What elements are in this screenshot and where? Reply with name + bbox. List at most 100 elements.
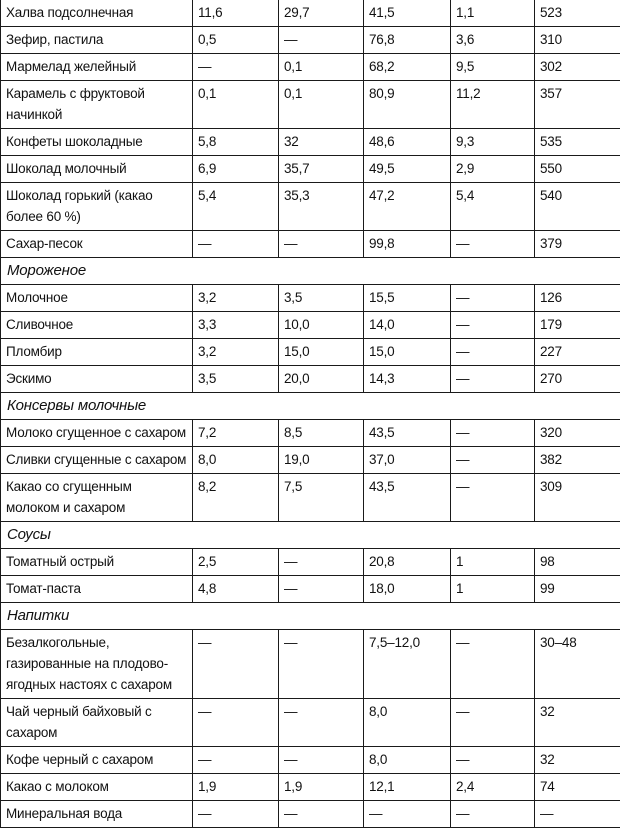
energy-value: 32 xyxy=(535,747,620,774)
energy-value: 310 xyxy=(535,27,620,54)
energy-value: 179 xyxy=(535,312,620,339)
section-row: Мороженое xyxy=(1,258,620,285)
product-name: Какао со сгущенным молоком и сахаром xyxy=(1,474,193,522)
product-name: Халва подсолнечная xyxy=(1,0,193,27)
fat-value: 3,5 xyxy=(279,285,364,312)
energy-value: 320 xyxy=(535,420,620,447)
energy-value: 550 xyxy=(535,156,620,183)
carbs-value: 7,5–12,0 xyxy=(364,630,451,699)
fiber-value: 3,6 xyxy=(451,27,535,54)
protein-value: — xyxy=(193,699,279,747)
fat-value: 10,0 xyxy=(279,312,364,339)
energy-value: 523 xyxy=(535,0,620,27)
carbs-value: 48,6 xyxy=(364,129,451,156)
protein-value: 1,9 xyxy=(193,774,279,801)
carbs-value: 68,2 xyxy=(364,54,451,81)
fat-value: — xyxy=(279,630,364,699)
product-name: Мармелад желейный xyxy=(1,54,193,81)
protein-value: 11,6 xyxy=(193,0,279,27)
protein-value: — xyxy=(193,54,279,81)
carbs-value: 15,5 xyxy=(364,285,451,312)
section-title: Консервы молочные xyxy=(1,393,620,420)
fiber-value: 5,4 xyxy=(451,183,535,231)
energy-value: 32 xyxy=(535,699,620,747)
carbs-value: 8,0 xyxy=(364,747,451,774)
section-row: Напитки xyxy=(1,603,620,630)
fiber-value: 2,9 xyxy=(451,156,535,183)
section-title: Соусы xyxy=(1,522,620,549)
fiber-value: — xyxy=(451,747,535,774)
product-name: Шоколад горький (какао более 60 %) xyxy=(1,183,193,231)
fat-value: 0,1 xyxy=(279,54,364,81)
protein-value: — xyxy=(193,630,279,699)
fiber-value: 9,3 xyxy=(451,129,535,156)
carbs-value: 76,8 xyxy=(364,27,451,54)
product-name: Карамель с фруктовой начинкой xyxy=(1,81,193,129)
fat-value: — xyxy=(279,27,364,54)
product-name: Пломбир xyxy=(1,339,193,366)
protein-value: 5,8 xyxy=(193,129,279,156)
fiber-value: 1 xyxy=(451,549,535,576)
fiber-value: — xyxy=(451,231,535,258)
fiber-value: 1,1 xyxy=(451,0,535,27)
carbs-value: 47,2 xyxy=(364,183,451,231)
carbs-value: 80,9 xyxy=(364,81,451,129)
energy-value: 30–48 xyxy=(535,630,620,699)
energy-value: 309 xyxy=(535,474,620,522)
protein-value: 3,3 xyxy=(193,312,279,339)
section-title: Мороженое xyxy=(1,258,620,285)
protein-value: 3,2 xyxy=(193,339,279,366)
product-name: Томатный острый xyxy=(1,549,193,576)
protein-value: 2,5 xyxy=(193,549,279,576)
fiber-value: 11,2 xyxy=(451,81,535,129)
carbs-value: 8,0 xyxy=(364,699,451,747)
product-name: Зефир, пастила xyxy=(1,27,193,54)
fat-value: — xyxy=(279,549,364,576)
fat-value: 35,3 xyxy=(279,183,364,231)
protein-value: — xyxy=(193,231,279,258)
fat-value: 35,7 xyxy=(279,156,364,183)
section-title: Напитки xyxy=(1,603,620,630)
fat-value: 1,9 xyxy=(279,774,364,801)
protein-value: 8,2 xyxy=(193,474,279,522)
table-row: Безалкогольные, газированные на плодово-… xyxy=(1,630,620,699)
energy-value: 126 xyxy=(535,285,620,312)
fiber-value: — xyxy=(451,339,535,366)
energy-value: 535 xyxy=(535,129,620,156)
protein-value: 0,5 xyxy=(193,27,279,54)
product-name: Какао с молоком xyxy=(1,774,193,801)
carbs-value: 43,5 xyxy=(364,420,451,447)
fat-value: 32 xyxy=(279,129,364,156)
fiber-value: — xyxy=(451,366,535,393)
carbs-value: 14,0 xyxy=(364,312,451,339)
carbs-value: 37,0 xyxy=(364,447,451,474)
section-row: Соусы xyxy=(1,522,620,549)
protein-value: 6,9 xyxy=(193,156,279,183)
energy-value: 74 xyxy=(535,774,620,801)
energy-value: 357 xyxy=(535,81,620,129)
energy-value: 379 xyxy=(535,231,620,258)
fat-value: — xyxy=(279,231,364,258)
fiber-value: 2,4 xyxy=(451,774,535,801)
product-name: Сливки сгущенные с сахаром xyxy=(1,447,193,474)
product-name: Безалкогольные, газированные на плодово-… xyxy=(1,630,193,699)
carbs-value: 12,1 xyxy=(364,774,451,801)
fiber-value: 9,5 xyxy=(451,54,535,81)
product-name: Кофе черный с сахаром xyxy=(1,747,193,774)
product-name: Сахар-песок xyxy=(1,231,193,258)
table-row: Кофе черный с сахаром——8,0—32 xyxy=(1,747,620,774)
fat-value: — xyxy=(279,576,364,603)
